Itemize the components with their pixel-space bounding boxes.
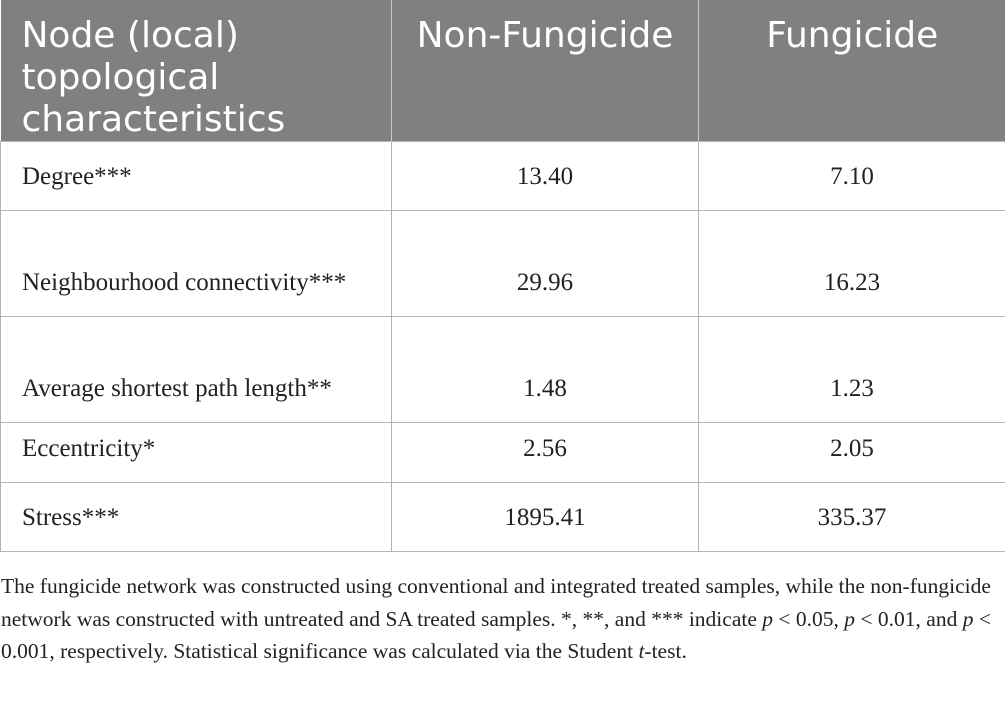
footnote-p-variable: p — [844, 606, 856, 631]
cell-fungicide: 1.23 — [698, 316, 1005, 423]
row-label-degree: Degree*** — [0, 141, 392, 211]
footnote-t-variable: t — [638, 639, 645, 663]
table-header-row: Node (local) topological characteristics… — [0, 0, 1005, 142]
cell-non-fungicide: 1.48 — [391, 316, 699, 423]
table-row: Average shortest path length** 1.48 1.23 — [0, 316, 1005, 423]
footnote-text: The fungicide network was constructed us… — [1, 570, 1001, 668]
header-fungicide: Fungicide — [698, 0, 1005, 142]
topology-table: Node (local) topological characteristics… — [0, 0, 1005, 552]
footnote-p-variable: p — [762, 606, 774, 631]
cell-fungicide: 7.10 — [698, 141, 1005, 211]
row-label-stress: Stress*** — [0, 482, 392, 552]
row-label-average-shortest-path: Average shortest path length** — [0, 316, 392, 423]
cell-non-fungicide: 1895.41 — [391, 482, 699, 552]
header-non-fungicide: Non-Fungicide — [391, 0, 699, 142]
table-row: Eccentricity* 2.56 2.05 — [0, 422, 1005, 483]
row-label-eccentricity: Eccentricity* — [0, 422, 392, 483]
header-characteristics: Node (local) topological characteristics — [0, 0, 392, 142]
footnote-part: -test. — [644, 639, 687, 663]
table-footnote: The fungicide network was constructed us… — [1, 570, 1001, 668]
cell-non-fungicide: 2.56 — [391, 422, 699, 483]
footnote-part: The fungicide network was constructed us… — [1, 574, 991, 631]
row-label-neighbourhood-connectivity: Neighbourhood connectivity*** — [0, 210, 392, 317]
cell-fungicide: 2.05 — [698, 422, 1005, 483]
cell-fungicide: 335.37 — [698, 482, 1005, 552]
cell-non-fungicide: 29.96 — [391, 210, 699, 317]
table-row: Stress*** 1895.41 335.37 — [0, 482, 1005, 552]
table-row: Degree*** 13.40 7.10 — [0, 141, 1005, 211]
footnote-part: < 0.05, — [773, 606, 845, 631]
footnote-part: < 0.001, respectively. Statistical signi… — [1, 606, 991, 664]
cell-fungicide: 16.23 — [698, 210, 1005, 317]
footnote-p-variable: p — [962, 606, 974, 631]
cell-non-fungicide: 13.40 — [391, 141, 699, 211]
table-row: Neighbourhood connectivity*** 29.96 16.2… — [0, 210, 1005, 317]
footnote-part: < 0.01, and — [855, 606, 963, 631]
